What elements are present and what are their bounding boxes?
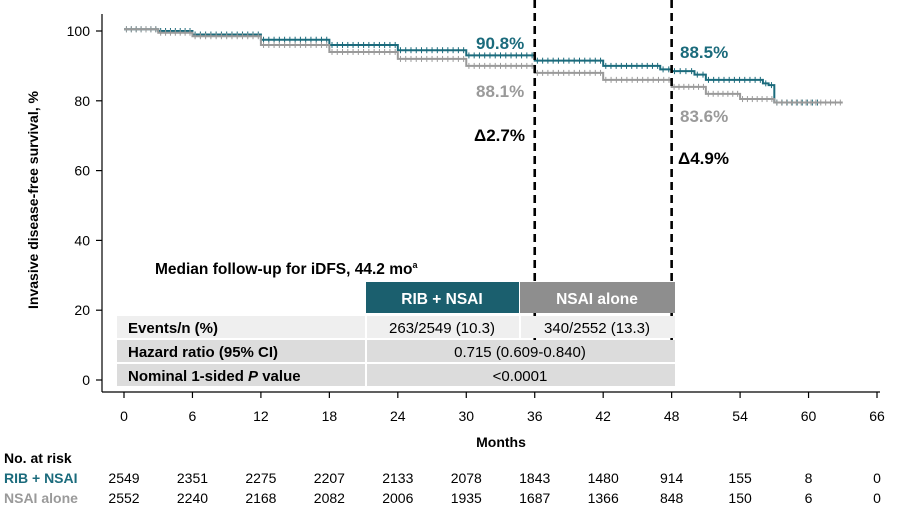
risk-value: 8: [805, 470, 813, 486]
x-tick-label: 24: [390, 408, 406, 424]
followup-label: Median follow-up for iDFS, 44.2 moa: [155, 260, 418, 278]
x-axis-label: Months: [476, 434, 526, 450]
risk-value: 2078: [451, 470, 482, 486]
summary-table: RIB + NSAI NSAI alone Events/n (%) 263/2…: [117, 282, 675, 386]
p-value: <0.0001: [493, 368, 548, 385]
events-rib: 263/2549 (10.3): [389, 320, 495, 337]
risk-value: 2351: [177, 470, 208, 486]
risk-value: 848: [660, 490, 684, 506]
risk-value: 2275: [245, 470, 276, 486]
hr-value: 0.715 (0.609-0.840): [454, 344, 586, 361]
x-tick-label: 60: [801, 408, 817, 424]
header-rib-label: RIB + NSAI: [401, 291, 482, 308]
header-nsai-cell: [520, 282, 675, 313]
y-tick-label: 60: [74, 163, 90, 179]
nsai-48-label: 83.6%: [680, 107, 728, 126]
y-tick-label: 100: [67, 23, 91, 39]
x-tick-label: 30: [458, 408, 474, 424]
x-tick-label: 18: [322, 408, 338, 424]
y-axis-label: Invasive disease-free survival, %: [25, 91, 41, 309]
events-nsai: 340/2552 (13.3): [544, 320, 650, 337]
table-row: [117, 316, 675, 338]
risk-value: 1687: [519, 490, 550, 506]
y-tick-label: 20: [74, 302, 90, 318]
risk-value: 1935: [451, 490, 482, 506]
y-tick-label: 0: [82, 372, 90, 388]
risk-value: 1843: [519, 470, 550, 486]
risk-label-nsai: NSAI alone: [4, 490, 78, 506]
y-ticks: 0 20 40 60 80 100: [67, 23, 102, 388]
row-label-hr: Hazard ratio (95% CI): [128, 344, 278, 361]
x-tick-label: 0: [120, 408, 128, 424]
x-tick-label: 48: [664, 408, 680, 424]
risk-table-title: No. at risk: [4, 450, 72, 466]
table-row: [117, 340, 675, 362]
risk-value: 150: [728, 490, 752, 506]
risk-value: 155: [728, 470, 752, 486]
x-tick-label: 42: [595, 408, 611, 424]
header-nsai-label: NSAI alone: [556, 291, 638, 308]
risk-value: 2549: [108, 470, 139, 486]
risk-value: 1480: [588, 470, 619, 486]
x-tick-label: 66: [869, 408, 885, 424]
x-ticks: 0 6 12 18 24 30 36 42 48 54 60 66: [120, 392, 885, 424]
risk-values: 2549 2351 2275 2207 2133 2078 1843 1480 914 155 8 0…: [108, 470, 881, 506]
row-label-p: Nominal 1-sided P value: [128, 368, 301, 385]
table-row: [117, 364, 675, 386]
delta-48-label: Δ4.9%: [678, 149, 729, 168]
x-tick-label: 36: [527, 408, 543, 424]
risk-table: No. at risk RIB + NSAI NSAI alone 2549 23…: [4, 450, 881, 506]
x-tick-label: 12: [253, 408, 269, 424]
delta-36-label: Δ2.7%: [474, 126, 525, 145]
risk-value: 2207: [314, 470, 345, 486]
y-tick-label: 80: [74, 93, 90, 109]
rib-48-label: 88.5%: [680, 43, 728, 62]
x-tick-label: 6: [189, 408, 197, 424]
risk-value: 914: [660, 470, 684, 486]
risk-value: 2082: [314, 490, 345, 506]
risk-value: 6: [805, 490, 813, 506]
rib-36-label: 90.8%: [476, 34, 524, 53]
risk-value: 2168: [245, 490, 276, 506]
risk-value: 2552: [108, 490, 139, 506]
risk-value: 0: [873, 470, 881, 486]
x-tick-label: 54: [732, 408, 748, 424]
risk-value: 0: [873, 490, 881, 506]
risk-value: 1366: [588, 490, 619, 506]
risk-value: 2133: [382, 470, 413, 486]
nsai-36-label: 88.1%: [476, 82, 524, 101]
header-rib-cell: [366, 282, 519, 313]
risk-label-rib: RIB + NSAI: [4, 470, 78, 486]
y-tick-label: 40: [74, 232, 90, 248]
risk-value: 2006: [382, 490, 413, 506]
risk-value: 2240: [177, 490, 208, 506]
row-label-events: Events/n (%): [128, 320, 218, 337]
